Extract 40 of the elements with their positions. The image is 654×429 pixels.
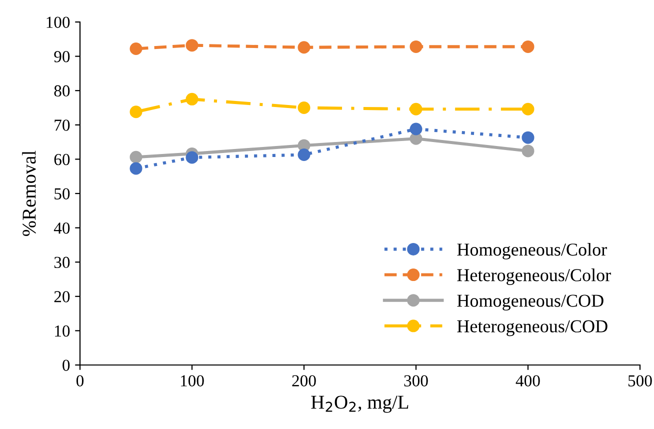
y-tick-label: 50	[54, 188, 70, 200]
legend-label: Heterogeneous/COD	[457, 320, 608, 336]
x-axis-title: H$_{2}$O$_{2}$, mg/L	[311, 396, 408, 413]
y-tick-label: 40	[54, 222, 70, 234]
x-tick-label: 200	[292, 375, 316, 386]
legend-label: Homogeneous/Color	[457, 243, 607, 260]
point	[130, 42, 142, 56]
point	[186, 151, 198, 164]
y-tick-label: 60	[54, 154, 70, 166]
point	[186, 92, 198, 106]
point	[522, 144, 534, 158]
point	[298, 148, 310, 161]
point	[410, 40, 422, 53]
y-tick-label: 0	[62, 360, 70, 371]
x-tick-label: 500	[628, 375, 652, 386]
y-tick-label: 80	[54, 85, 70, 97]
y-tick-label: 100	[46, 16, 70, 28]
point	[130, 106, 142, 118]
x-tick-label: 100	[180, 375, 204, 386]
point	[522, 40, 534, 53]
legend-label: Heterogeneous/Color	[457, 268, 611, 285]
y-tick-label: 30	[54, 256, 70, 268]
point	[522, 131, 534, 144]
point	[186, 39, 198, 52]
y-tick-label: 10	[55, 325, 70, 337]
legend-label: Homogeneous/COD	[457, 294, 604, 311]
point	[298, 102, 310, 114]
y-tick-label: 70	[54, 120, 70, 131]
point	[410, 102, 422, 116]
point	[130, 162, 142, 175]
y-tick-label: 90	[54, 51, 70, 62]
point	[410, 122, 422, 136]
point	[130, 150, 142, 164]
x-tick-label: 300	[404, 375, 428, 386]
x-tick-label: 400	[516, 375, 540, 386]
y-axis-title: %Removal	[22, 150, 36, 236]
point	[298, 41, 310, 54]
x-tick-label: 0	[76, 375, 84, 386]
y-tick-label: 20	[54, 291, 70, 302]
point	[522, 102, 534, 116]
